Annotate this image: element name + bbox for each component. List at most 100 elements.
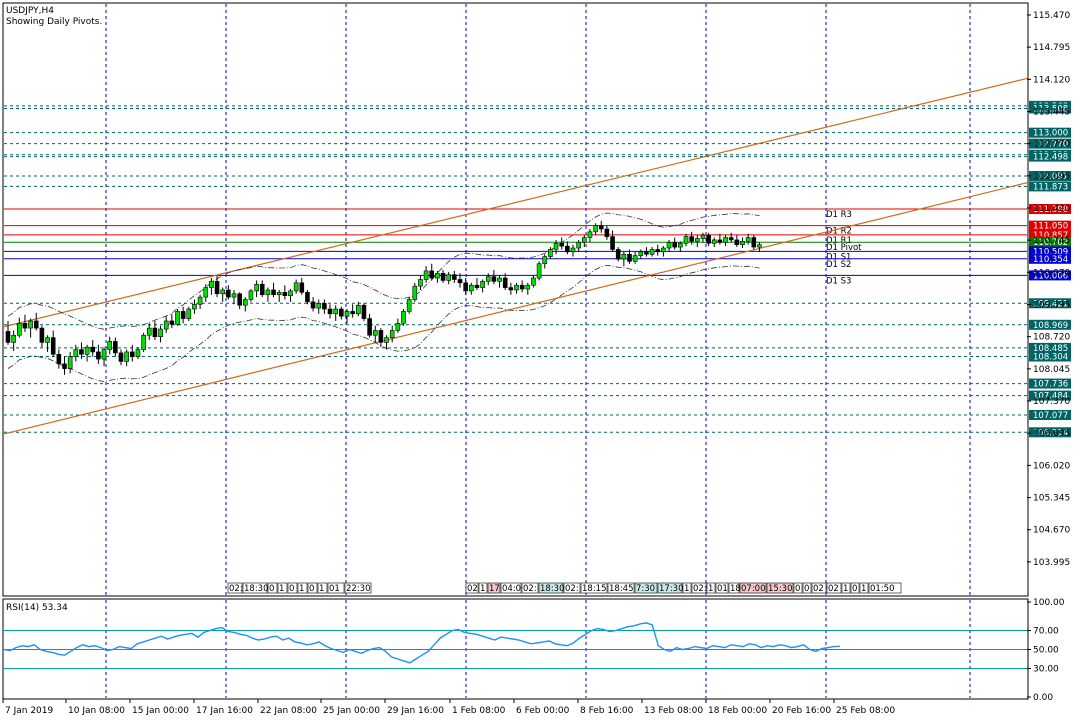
session-box (500, 582, 522, 594)
candle-body (632, 255, 638, 262)
price-tick-label: 114.120 (1033, 75, 1070, 85)
candle-body (146, 327, 152, 336)
candle-body (197, 296, 203, 305)
candle-body (231, 293, 237, 298)
session-label: 18:30 (244, 584, 269, 594)
price-tick-label: 112.770 (1033, 140, 1070, 150)
candle-body (728, 237, 734, 241)
time-tick-label: 20 Feb 16:00 (772, 706, 831, 716)
price-tick-label: 113.445 (1033, 107, 1070, 117)
candle-body (757, 244, 762, 248)
session-box (739, 582, 767, 594)
main-plot-frame (2, 2, 1029, 597)
candle-body (33, 320, 39, 329)
candle-body (389, 330, 395, 338)
price-level-badge (1029, 319, 1071, 330)
candle-body (124, 351, 129, 362)
candle-body (169, 320, 175, 325)
rsi-tick-label: 0.00 (1033, 693, 1053, 703)
candle-body (158, 328, 163, 337)
price-tick-label: 115.470 (1033, 11, 1070, 21)
candle-body (254, 283, 259, 292)
candle-body (491, 276, 497, 282)
candle-body (683, 236, 689, 244)
time-tick-label: 25 Feb 08:00 (836, 706, 895, 716)
candle-body (734, 239, 740, 245)
rsi-tick-label: 70.00 (1033, 627, 1059, 637)
price-level-badge (1029, 351, 1071, 362)
price-tick-label: 105.345 (1033, 494, 1070, 504)
session-box (715, 582, 729, 594)
candle-body (361, 304, 367, 319)
session-label: 0 (289, 584, 294, 594)
candle-body (615, 249, 621, 260)
candle-body (96, 351, 101, 360)
session-box (327, 582, 345, 594)
candle-body (214, 281, 220, 295)
candle-body (73, 349, 79, 357)
candle-body (220, 289, 225, 295)
session-label: 18:30 (540, 584, 565, 594)
candle-body (502, 277, 508, 288)
price-level-label: 109.421 (1033, 299, 1068, 309)
candle-body (406, 299, 412, 312)
price-level-label: 106.714 (1033, 428, 1068, 438)
time-tick-label: 15 Jan 00:00 (132, 706, 189, 716)
session-label: 1 (684, 584, 689, 594)
pivot-badge (1029, 220, 1071, 231)
candle-body (67, 356, 73, 369)
pivot-value-label: 111.398 (1033, 205, 1068, 215)
session-label: 02: (523, 584, 537, 594)
candle-body (344, 311, 350, 317)
session-label: 17:30 (659, 584, 684, 594)
candle-body (463, 282, 468, 292)
price-level-label: 113.000 (1033, 129, 1068, 139)
candle-body (372, 330, 378, 336)
time-tick-label: 17 Jan 16:00 (196, 706, 253, 716)
pivot-name: D1 R1 (826, 236, 852, 246)
session-box (607, 582, 635, 594)
time-tick-label: 29 Jan 16:00 (387, 706, 444, 716)
pivot-name: D1 S2 (826, 260, 851, 270)
candlesticks (5, 220, 762, 375)
pivot-value-label: 111.050 (1033, 222, 1068, 232)
pivot-badge (1029, 253, 1071, 264)
time-tick-label: 10 Jan 08:00 (68, 706, 125, 716)
price-level-label: 112.498 (1033, 153, 1068, 163)
candle-body (519, 284, 525, 290)
candle-body (457, 279, 463, 284)
candle-body (700, 234, 706, 239)
price-tick-label: 104.670 (1033, 526, 1070, 536)
session-label: 01 (329, 584, 340, 594)
candle-body (610, 236, 615, 250)
session-box (538, 582, 564, 594)
pivot-name: D1 S1 (826, 252, 851, 262)
rsi-tick-label: 50.00 (1033, 646, 1059, 656)
price-tick-label: 108.045 (1033, 365, 1070, 375)
candle-body (101, 349, 107, 360)
candle-body (203, 287, 209, 298)
candle-body (745, 237, 751, 242)
session-label: 02 (813, 584, 824, 594)
pivot-badge (1029, 246, 1071, 257)
candle-body (327, 308, 333, 315)
candle-body (485, 276, 491, 282)
session-box (297, 582, 308, 594)
pivot-badge (1029, 229, 1071, 240)
candle-body (440, 272, 446, 281)
session-box (634, 582, 658, 594)
candle-body (666, 242, 672, 249)
session-label: 22:30 (346, 584, 371, 594)
candle-body (423, 270, 429, 280)
session-label: 18:45 (609, 584, 634, 594)
session-box (811, 582, 827, 594)
candle-body (655, 249, 661, 253)
session-label: 1 (861, 584, 866, 594)
candle-body (559, 242, 565, 247)
candle-body (644, 251, 649, 255)
candle-body (299, 282, 305, 293)
candle-body (435, 272, 440, 279)
candle-body (672, 242, 678, 248)
candle-body (22, 323, 28, 329)
candle-body (84, 346, 90, 355)
